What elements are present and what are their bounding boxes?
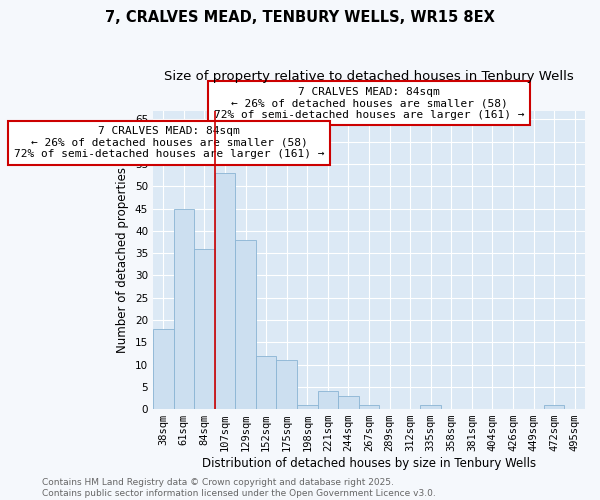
Bar (235, 240, 256, 409)
Bar (544, 404, 565, 409)
Y-axis label: Number of detached properties: Number of detached properties (116, 167, 130, 353)
Bar (297, 404, 317, 409)
Bar (317, 392, 338, 409)
Text: 7 CRALVES MEAD: 84sqm
← 26% of detached houses are smaller (58)
72% of semi-deta: 7 CRALVES MEAD: 84sqm ← 26% of detached … (14, 126, 324, 160)
X-axis label: Distribution of detached houses by size in Tenbury Wells: Distribution of detached houses by size … (202, 457, 536, 470)
Bar (256, 356, 277, 409)
Bar (173, 208, 194, 409)
Bar (153, 329, 173, 409)
Bar (194, 248, 215, 409)
Text: Contains HM Land Registry data © Crown copyright and database right 2025.
Contai: Contains HM Land Registry data © Crown c… (42, 478, 436, 498)
Text: 7 CRALVES MEAD: 84sqm
← 26% of detached houses are smaller (58)
72% of semi-deta: 7 CRALVES MEAD: 84sqm ← 26% of detached … (214, 86, 524, 120)
Title: Size of property relative to detached houses in Tenbury Wells: Size of property relative to detached ho… (164, 70, 574, 83)
Text: 7, CRALVES MEAD, TENBURY WELLS, WR15 8EX: 7, CRALVES MEAD, TENBURY WELLS, WR15 8EX (105, 10, 495, 25)
Bar (359, 404, 379, 409)
Bar (421, 404, 441, 409)
Bar (215, 173, 235, 409)
Bar (338, 396, 359, 409)
Bar (277, 360, 297, 409)
